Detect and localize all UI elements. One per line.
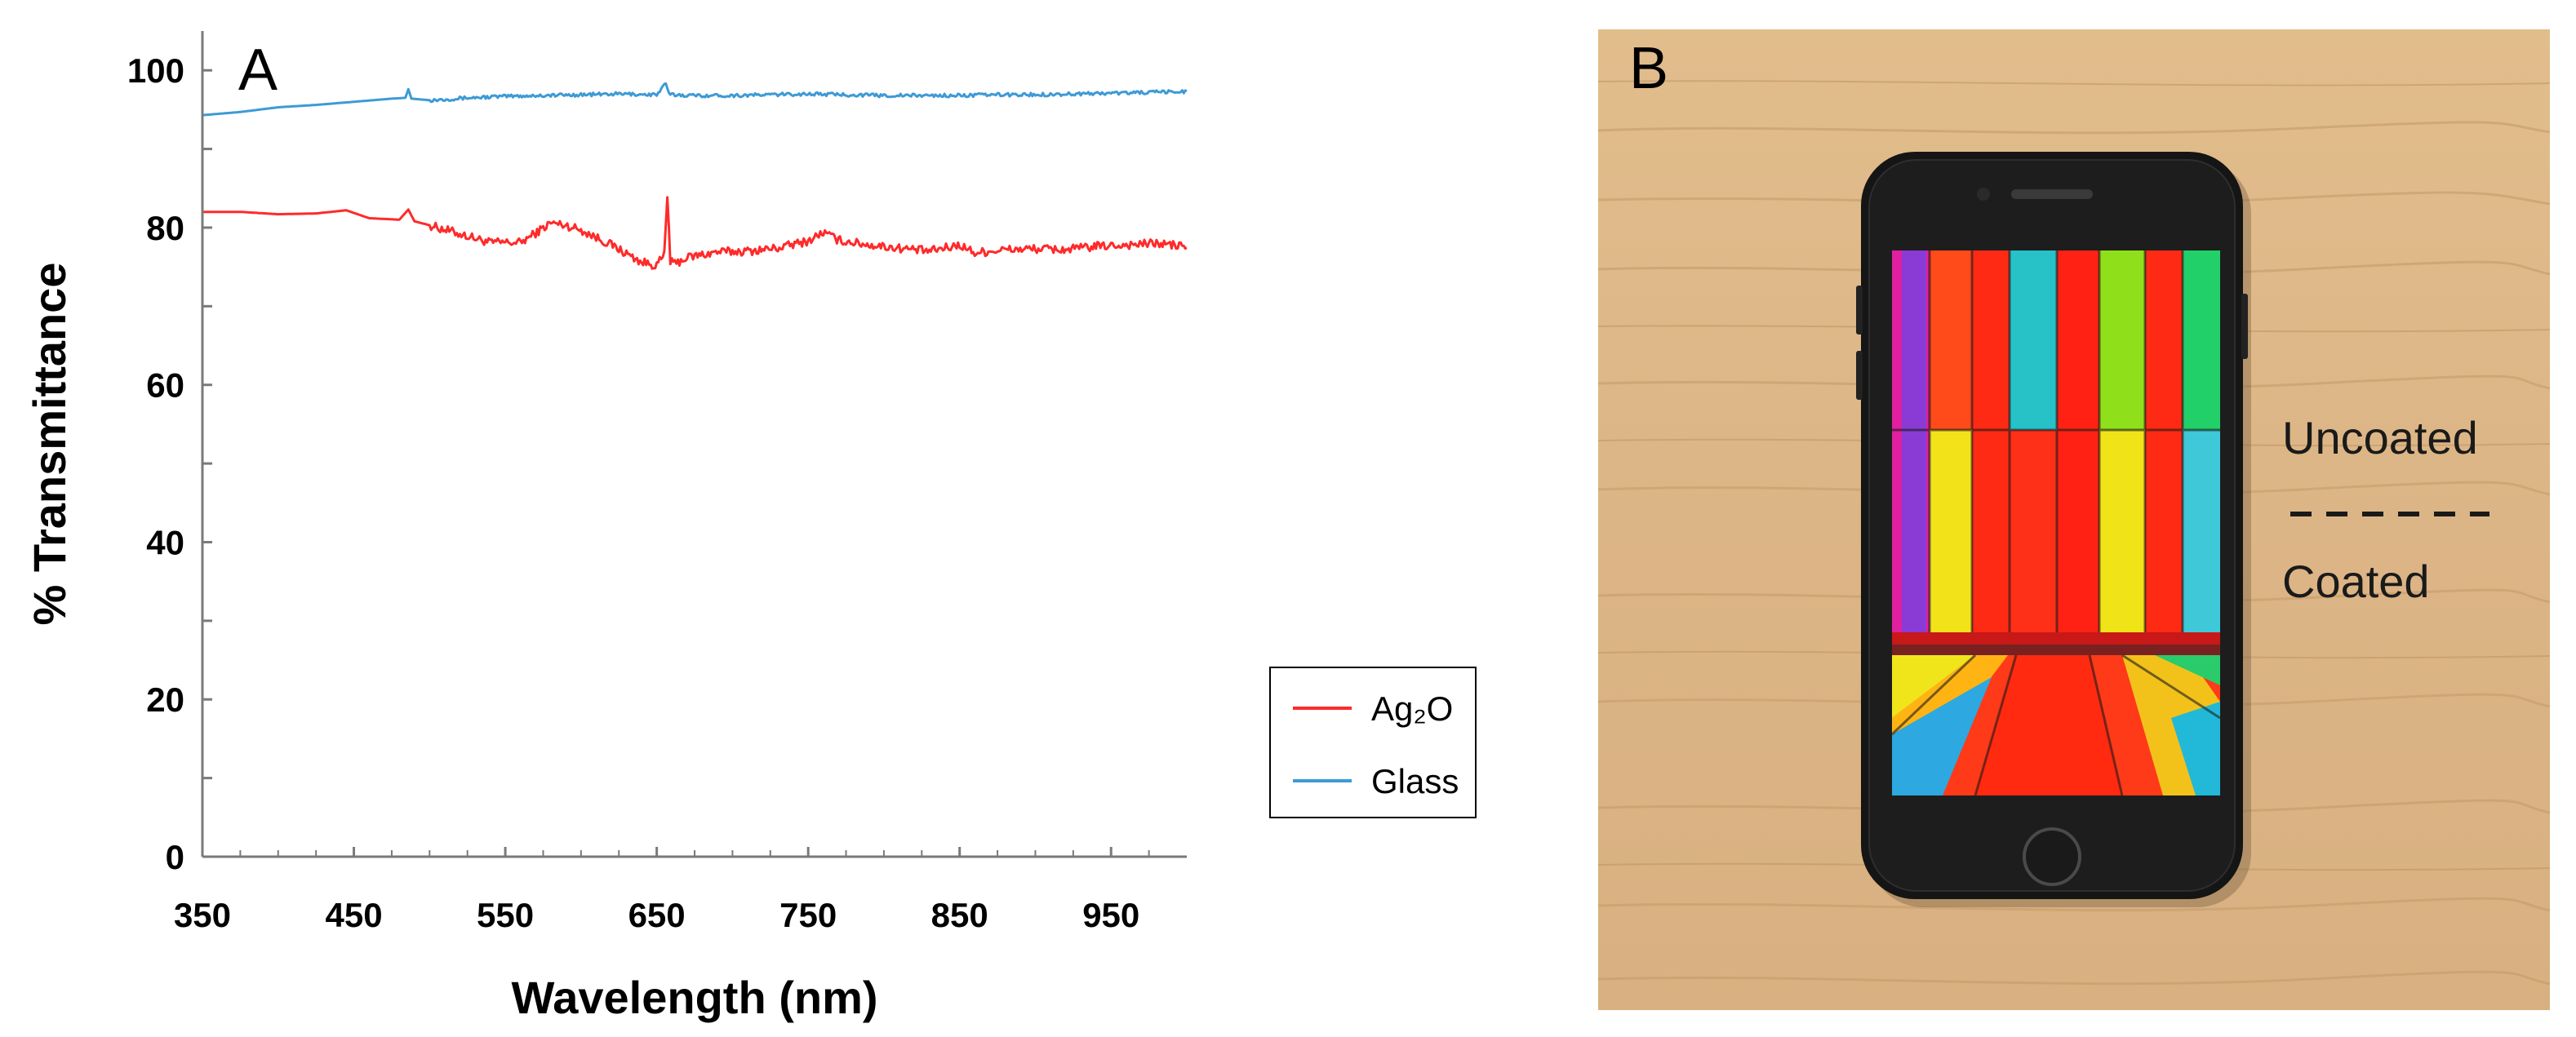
legend-box xyxy=(1269,667,1477,818)
x-axis: 350 450 550 650 750 850 950 xyxy=(174,847,1150,934)
panel-label-a: A xyxy=(238,38,278,103)
label-uncoated: Uncoated xyxy=(2282,412,2478,463)
photo-panel-b: B Uncoated Coated xyxy=(1597,29,2551,1010)
phone-home-button xyxy=(2023,827,2081,886)
wood-grain xyxy=(1597,121,2551,986)
x-tick-label: 550 xyxy=(477,896,534,934)
y-axis-title: % Transmittance xyxy=(24,262,75,625)
label-coated: Coated xyxy=(2282,556,2430,607)
y-tick-label: 0 xyxy=(166,838,184,876)
series-line-ag2o xyxy=(202,196,1188,270)
legend: Ag₂O Glass xyxy=(1269,667,1477,818)
legend-label-glass: Glass xyxy=(1371,762,1459,800)
series-line-glass xyxy=(202,82,1188,117)
chart-panel-a: 0 20 40 60 80 100 350 450 550 650 750 850 950 A % T… xyxy=(24,31,1477,1023)
y-tick-label: 80 xyxy=(146,209,184,247)
y-tick-label: 20 xyxy=(146,680,184,719)
y-axis: 0 20 40 60 80 100 xyxy=(127,51,212,876)
x-tick-label: 850 xyxy=(931,896,988,934)
series-layer xyxy=(202,82,1188,270)
x-tick-label: 350 xyxy=(174,896,231,934)
x-tick-label: 650 xyxy=(628,896,686,934)
phone-side-button-3 xyxy=(2241,294,2248,359)
x-tick-label: 750 xyxy=(779,896,837,934)
x-tick-label: 950 xyxy=(1082,896,1139,934)
y-tick-label: 60 xyxy=(146,366,184,405)
smartphone xyxy=(1856,152,2251,907)
legend-label-ag2o: Ag₂O xyxy=(1371,689,1453,728)
y-tick-label: 100 xyxy=(127,51,184,90)
phone-side-button-1 xyxy=(1856,286,1863,335)
phone-camera-icon xyxy=(1977,188,1990,201)
phone-screen xyxy=(1892,250,2220,795)
plot-area xyxy=(202,31,1187,857)
x-axis-title: Wavelength (nm) xyxy=(511,972,877,1023)
x-tick-label: 450 xyxy=(325,896,382,934)
phone-side-button-2 xyxy=(1856,351,1863,400)
panel-label-b: B xyxy=(1629,36,1668,101)
phone-earpiece xyxy=(2011,189,2093,199)
y-tick-label: 40 xyxy=(146,523,184,561)
